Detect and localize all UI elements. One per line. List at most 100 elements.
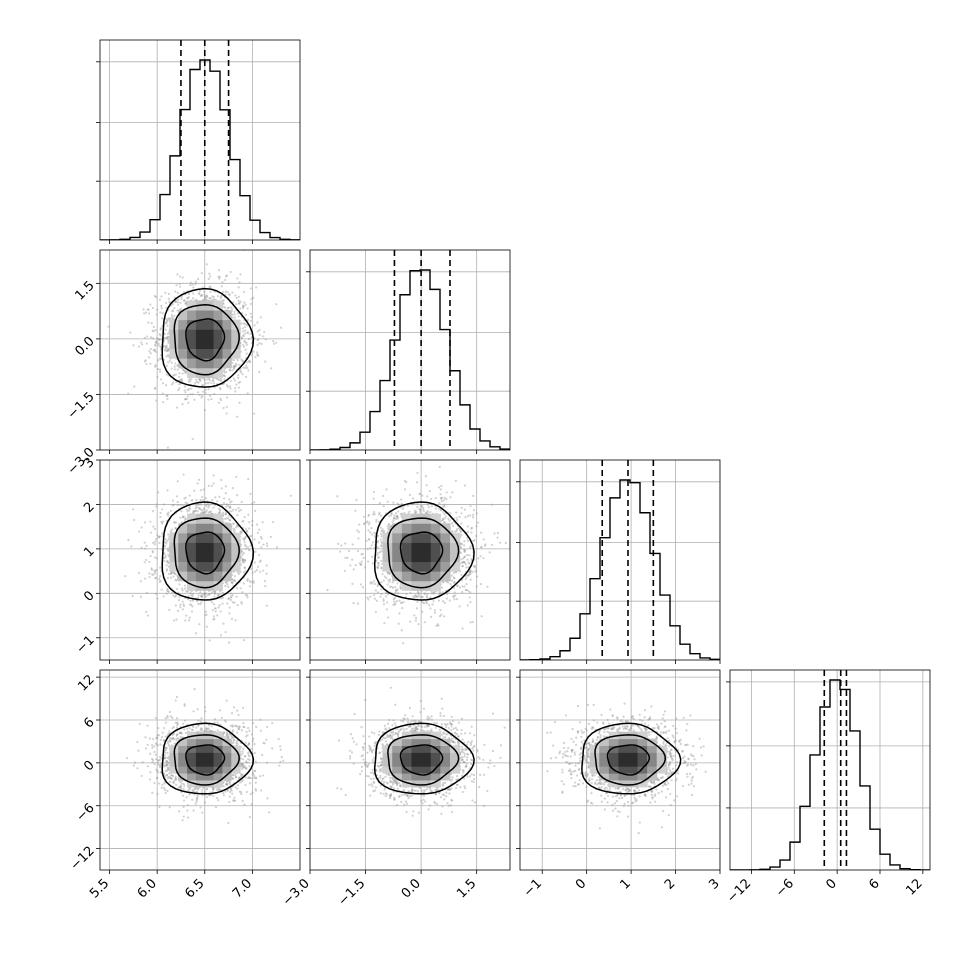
scatter-point <box>133 385 136 388</box>
scatter-point <box>224 306 227 309</box>
scatter-point <box>166 587 169 591</box>
scatter-point <box>181 516 185 519</box>
scatter-point <box>198 508 201 511</box>
scatter-point <box>194 507 197 510</box>
scatter-point <box>222 305 226 308</box>
scatter-point <box>210 484 213 488</box>
contour-level-0 <box>185 318 226 362</box>
scatter-point <box>160 588 163 591</box>
scatter-point <box>467 573 470 576</box>
scatter-point <box>158 541 161 545</box>
scatter-point <box>155 557 159 560</box>
density-cell <box>213 300 223 311</box>
scatter-point <box>164 556 167 559</box>
scatter-point <box>372 513 375 516</box>
density-cell <box>204 338 215 350</box>
scatter-point <box>227 585 230 589</box>
scatter-point <box>187 619 191 622</box>
scatter-point <box>426 596 429 599</box>
scatter-point <box>174 362 177 365</box>
scatter-point <box>373 534 377 537</box>
scatter-point <box>167 533 170 536</box>
panel-frame <box>99 249 301 451</box>
scatter-point <box>164 348 167 351</box>
scatter-point <box>242 345 246 348</box>
scatter-point <box>271 520 275 524</box>
scatter-point <box>127 538 130 541</box>
scatter-point <box>217 401 220 404</box>
scatter-point <box>176 609 180 613</box>
scatter-point <box>181 515 184 518</box>
scatter-point <box>455 529 458 532</box>
scatter-point <box>176 309 179 312</box>
scatter-point <box>257 553 261 557</box>
scatter-point <box>463 540 466 543</box>
density-cell <box>187 319 197 330</box>
scatter-point <box>174 373 177 376</box>
scatter-point <box>352 601 355 605</box>
scatter-point <box>472 508 476 512</box>
scatter-point <box>195 505 198 509</box>
scatter-point <box>137 530 141 533</box>
scatter-point <box>439 488 442 491</box>
scatter-point <box>391 586 395 589</box>
scatter-point <box>163 332 167 336</box>
scatter-point <box>202 384 205 387</box>
scatter-point <box>373 513 376 516</box>
scatter-point <box>251 519 254 523</box>
scatter-point <box>443 503 446 506</box>
scatter-point <box>392 603 395 606</box>
scatter-point <box>214 610 217 613</box>
scatter-point <box>397 622 400 625</box>
scatter-point <box>425 602 429 605</box>
scatter-point <box>197 506 200 509</box>
scatter-point <box>452 571 456 574</box>
scatter-point <box>173 374 176 377</box>
scatter-point <box>201 593 204 596</box>
scatter-point <box>186 296 190 300</box>
scatter-point <box>180 297 183 300</box>
scatter-point <box>186 590 189 593</box>
scatter-point <box>181 276 184 279</box>
scatter-point <box>241 558 244 561</box>
scatter-point <box>143 541 146 544</box>
scatter-point <box>419 511 422 514</box>
scatter-point <box>165 344 168 347</box>
scatter-point <box>233 601 236 604</box>
scatter-point <box>158 338 161 341</box>
scatter-point <box>241 558 244 562</box>
scatter-point <box>158 333 161 336</box>
scatter-point <box>266 544 269 547</box>
scatter-point <box>408 510 411 513</box>
scatter-point <box>203 298 206 301</box>
scatter-point <box>182 369 186 372</box>
scatter-point <box>246 307 249 310</box>
scatter-point <box>366 560 370 563</box>
scatter-point <box>178 583 181 586</box>
scatter-point <box>249 312 252 315</box>
scatter-point <box>191 437 194 441</box>
scatter-point <box>245 341 248 345</box>
scatter-point <box>168 359 172 362</box>
scatter-point <box>254 550 257 553</box>
scatter-point <box>162 503 165 506</box>
scatter-point <box>232 301 235 304</box>
density-cell <box>204 580 215 591</box>
scatter-point <box>159 328 162 331</box>
scatter-point <box>165 394 168 397</box>
scatter-point <box>176 574 179 577</box>
scatter-point <box>426 495 429 498</box>
scatter-point <box>154 343 157 346</box>
scatter-point <box>184 501 187 504</box>
scatter-point <box>256 343 259 346</box>
scatter-point <box>253 538 256 541</box>
scatter-point <box>192 509 195 513</box>
scatter-point <box>204 592 207 595</box>
scatter-point <box>361 552 364 556</box>
scatter-point <box>170 572 173 575</box>
scatter-point <box>153 543 156 546</box>
scatter-point <box>209 510 213 513</box>
scatter-point <box>422 510 425 513</box>
scatter-point <box>472 539 475 542</box>
scatter-point <box>167 292 170 296</box>
